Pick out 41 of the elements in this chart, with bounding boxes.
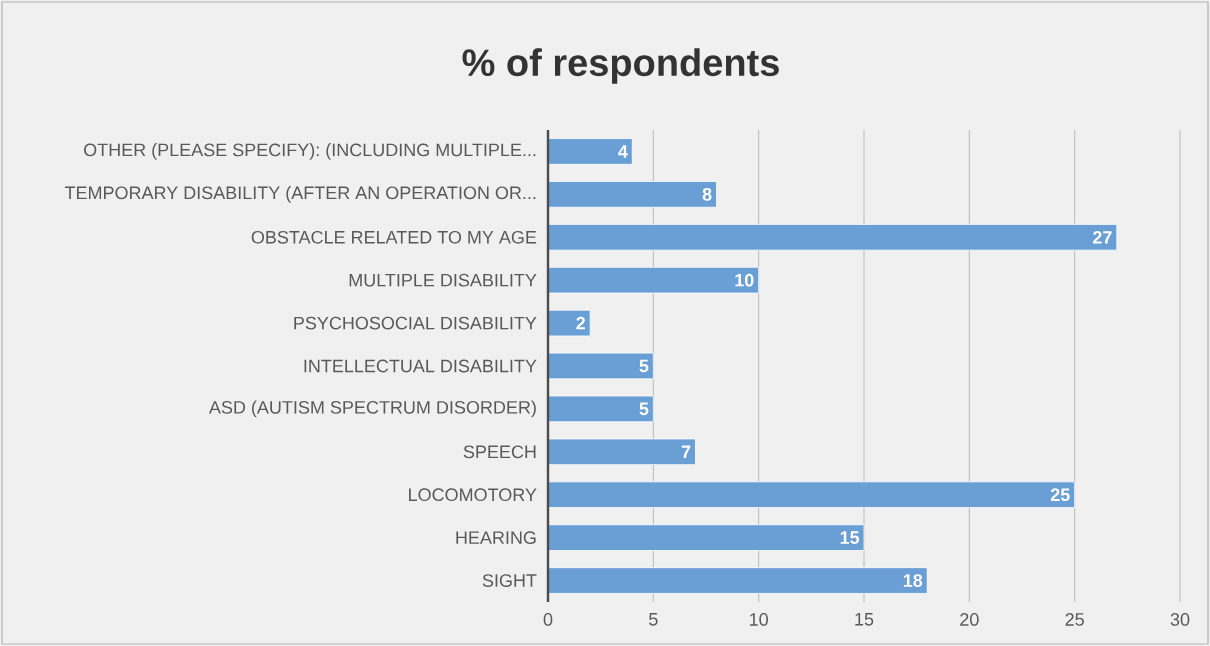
bar [547,481,1076,508]
chart-title: % of respondents [462,48,779,84]
x-tick-label: 0 [543,613,553,626]
x-tick-label: 30 [1170,613,1190,626]
x-tick-label: 10 [750,613,768,626]
y-tick-label: HEARING [456,531,536,545]
y-tick-label: SIGHT [482,574,537,587]
y-tick-label: OTHER (PLEASE SPECIFY): (INCLUDING MULTIPLE... [84,143,536,160]
bar [547,138,633,165]
x-tick-label: 20 [960,613,979,626]
data-label: 18 [903,574,923,587]
y-tick-label: PSYCHOSOCIAL DISABILITY [294,316,537,330]
bar [547,309,591,337]
y-tick-label: SPEECH [463,445,536,459]
bar [547,352,654,380]
data-label: 2 [576,316,586,330]
data-label: 8 [702,187,712,201]
x-tick-label: 15 [855,613,874,626]
bar [547,567,928,594]
data-label: 25 [1050,488,1070,502]
y-tick-label: ASD (AUTISM SPECTRUM DISORDER) [208,400,536,418]
y-tick-label: TEMPORARY DISABILITY (AFTER AN OPERATION OR... [64,185,536,203]
data-label: 27 [1093,230,1112,244]
data-label: 7 [681,445,691,458]
data-label: 4 [618,145,628,158]
bar [547,438,696,466]
y-tick-label: LOCOMOTORY [409,488,537,502]
data-label: 5 [639,402,649,416]
x-tick-label: 5 [649,613,658,626]
bar [547,266,760,294]
bar [547,223,1118,251]
data-label: 5 [639,359,649,373]
y-tick-label: OBSTACLE RELATED TO MY AGE [251,230,537,244]
x-tick-label: 25 [1065,613,1084,626]
data-label: 15 [840,531,860,544]
data-label: 10 [735,273,754,287]
y-tick-label: INTELLECTUAL DISABILITY [304,359,537,373]
bar [547,181,717,208]
bar [547,395,654,423]
y-tick-label: MULTIPLE DISABILITY [349,273,537,287]
bar [547,524,865,551]
